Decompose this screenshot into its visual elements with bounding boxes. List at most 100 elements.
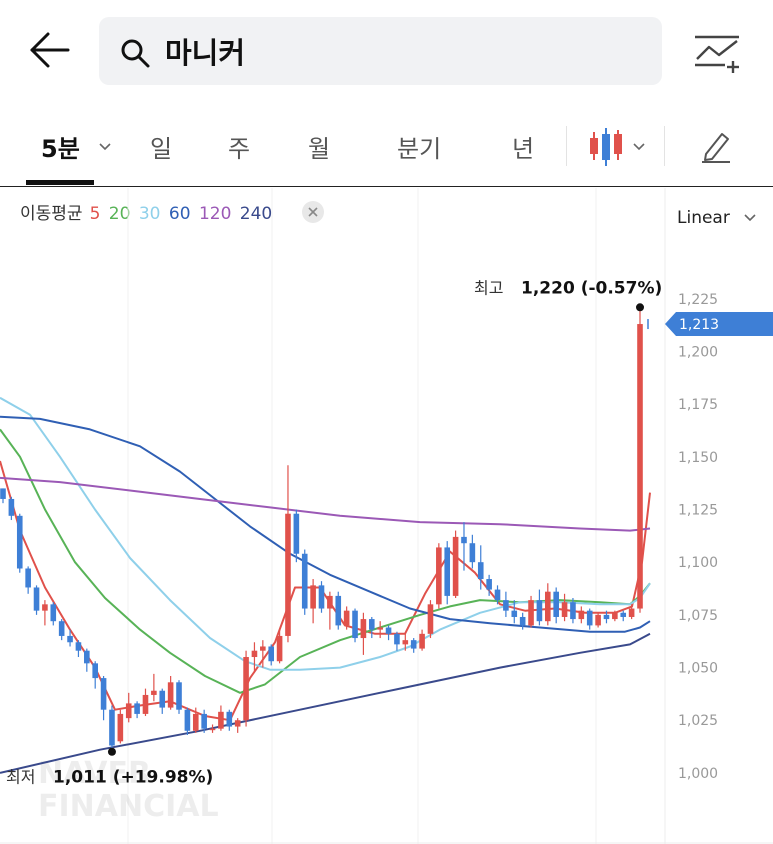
candle-body <box>343 610 350 626</box>
candle-body <box>385 627 392 634</box>
candle-body <box>318 585 325 609</box>
candle-body <box>8 498 15 516</box>
candle-body <box>469 543 476 563</box>
candle-body <box>536 600 543 622</box>
candle-body <box>100 678 107 710</box>
legend-ma-240: 240 <box>239 204 273 224</box>
candle-body <box>368 619 375 630</box>
y-tick-label: 1,100 <box>678 555 718 571</box>
high-marker <box>636 303 644 312</box>
candle-body <box>192 713 199 731</box>
candle-body <box>486 579 492 590</box>
legend-title: 이동평균 <box>20 204 83 224</box>
moving-average-lines <box>0 396 651 774</box>
candle-body <box>0 488 6 499</box>
candle-body <box>394 633 400 645</box>
candle-body <box>545 591 551 622</box>
candle-body <box>402 640 409 645</box>
candle-body <box>452 536 459 596</box>
legend-ma-20: 20 <box>108 204 131 224</box>
candle-body <box>419 633 425 649</box>
candle-body <box>84 650 90 664</box>
tab-year[interactable]: 년 <box>512 135 535 163</box>
tab-month[interactable]: 월 <box>308 135 331 163</box>
candle-body <box>42 604 48 611</box>
candle-body <box>226 711 233 727</box>
candle-body <box>410 640 417 649</box>
pencil-icon[interactable] <box>700 128 732 164</box>
current-price-value: 1,213 <box>679 317 719 333</box>
candle-body <box>561 602 568 617</box>
low-value: 1,011 (+19.98%) <box>53 768 213 788</box>
scale-select[interactable]: Linear <box>677 208 757 228</box>
candle-body <box>25 568 31 588</box>
low-marker <box>107 747 116 756</box>
candle-body <box>327 595 333 609</box>
candle-body <box>477 562 484 580</box>
candle-body <box>628 608 635 617</box>
candle-body <box>301 553 308 609</box>
candle-body <box>176 682 182 710</box>
current-price-tag <box>665 312 773 337</box>
ma-line-120 <box>0 476 651 532</box>
watermark-line-2: FINANCIAL <box>38 789 219 824</box>
candle-body <box>234 720 241 727</box>
candle-body <box>58 621 65 636</box>
price-chart[interactable]: NAVER FINANCIAL 1,225 1,200 1,175 1,150 1,12… <box>0 188 773 844</box>
add-chart-icon[interactable] <box>693 33 743 75</box>
legend-ma-120: 120 <box>198 204 232 224</box>
candle-body <box>519 616 526 626</box>
chevron-down-icon[interactable] <box>98 142 112 152</box>
candle-body <box>33 587 40 611</box>
y-tick-label: 1,225 <box>678 292 718 308</box>
candle-body <box>553 591 559 617</box>
candle-body <box>16 515 23 569</box>
candle-body <box>67 635 73 643</box>
candle-body <box>201 713 207 729</box>
candle-body <box>528 600 534 626</box>
y-tick-label: 1,150 <box>678 450 718 466</box>
candle-body <box>285 513 291 636</box>
candle-body <box>117 713 124 742</box>
divider <box>566 126 567 166</box>
candle-body <box>159 690 166 708</box>
legend-ma-30: 30 <box>138 204 161 224</box>
candle-body <box>75 642 82 651</box>
back-arrow-icon[interactable] <box>28 30 72 70</box>
search-icon <box>121 39 150 68</box>
y-tick-label: 1,175 <box>678 397 718 413</box>
tab-day[interactable]: 일 <box>150 135 173 163</box>
tab-5min[interactable]: 5분 <box>41 135 80 163</box>
candle-body <box>637 324 643 609</box>
y-tick-label: 1,125 <box>678 502 718 518</box>
y-tick-label: 1,075 <box>678 608 718 624</box>
tab-week[interactable]: 주 <box>228 135 251 163</box>
candlestick-type-icon[interactable] <box>588 126 650 168</box>
close-icon[interactable] <box>302 201 324 223</box>
candle-body <box>603 614 610 620</box>
search-box[interactable] <box>99 17 662 85</box>
y-tick-label: 1,200 <box>678 344 718 360</box>
tab-quarter[interactable]: 분기 <box>397 135 442 163</box>
candle-body <box>511 610 518 617</box>
candle-body <box>142 694 149 714</box>
ma-line-240 <box>0 632 651 774</box>
divider <box>664 126 665 166</box>
candle-body <box>310 585 316 609</box>
search-input[interactable] <box>165 31 625 71</box>
low-label: 최저 <box>6 768 35 787</box>
candle-body <box>352 610 358 639</box>
candle-body <box>586 610 593 626</box>
candle-body <box>444 547 451 596</box>
candle-body <box>377 627 383 630</box>
candle-body <box>134 703 140 714</box>
chart-annotations: 최고 1,220 (-0.57%) 최저 1,011 (+19.98%) 1,213 <box>6 278 773 788</box>
y-axis: 1,225 1,200 1,175 1,150 1,125 1,100 1,075 1,050… <box>678 292 718 782</box>
active-tab-indicator <box>26 180 94 185</box>
candle-body <box>50 604 57 622</box>
candle-body <box>461 536 467 544</box>
candle-body <box>92 663 98 679</box>
candle-body <box>620 612 627 617</box>
legend-ma-5: 5 <box>89 204 101 224</box>
candle-body <box>595 614 601 626</box>
